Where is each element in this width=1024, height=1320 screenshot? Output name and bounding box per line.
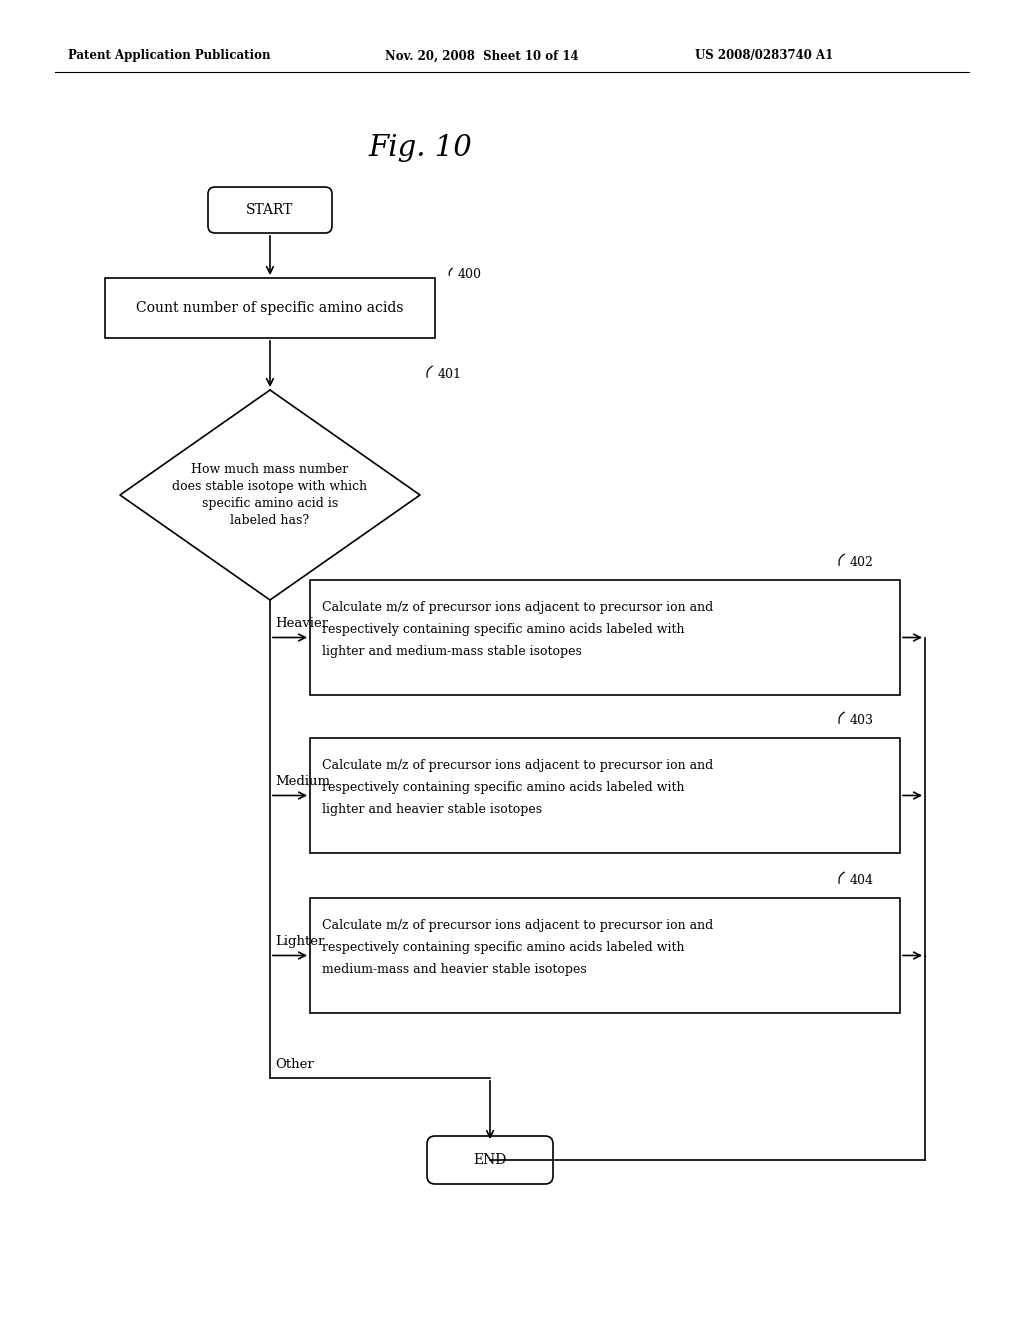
Text: 404: 404 — [850, 874, 874, 887]
Bar — [310, 898, 900, 1012]
Text: respectively containing specific amino acids labeled with: respectively containing specific amino a… — [322, 623, 684, 636]
Text: 401: 401 — [438, 368, 462, 381]
Text: Calculate m/z of precursor ions adjacent to precursor ion and: Calculate m/z of precursor ions adjacent… — [322, 920, 714, 932]
Text: lighter and medium-mass stable isotopes: lighter and medium-mass stable isotopes — [322, 645, 582, 659]
Text: respectively containing specific amino acids labeled with: respectively containing specific amino a… — [322, 781, 684, 795]
Text: Lighter: Lighter — [275, 935, 325, 948]
Text: respectively containing specific amino acids labeled with: respectively containing specific amino a… — [322, 941, 684, 954]
Text: medium-mass and heavier stable isotopes: medium-mass and heavier stable isotopes — [322, 964, 587, 977]
Text: lighter and heavier stable isotopes: lighter and heavier stable isotopes — [322, 804, 542, 817]
Text: 400: 400 — [458, 268, 482, 281]
Text: Fig. 10: Fig. 10 — [368, 135, 472, 162]
Text: 402: 402 — [850, 557, 873, 569]
Text: Heavier: Heavier — [275, 616, 328, 630]
Text: END: END — [473, 1152, 507, 1167]
Text: Other: Other — [275, 1057, 313, 1071]
Text: Calculate m/z of precursor ions adjacent to precursor ion and: Calculate m/z of precursor ions adjacent… — [322, 602, 714, 615]
Text: 403: 403 — [850, 714, 874, 727]
Text: Count number of specific amino acids: Count number of specific amino acids — [136, 301, 403, 315]
Bar — [310, 579, 900, 696]
Text: Nov. 20, 2008  Sheet 10 of 14: Nov. 20, 2008 Sheet 10 of 14 — [385, 49, 579, 62]
Text: Calculate m/z of precursor ions adjacent to precursor ion and: Calculate m/z of precursor ions adjacent… — [322, 759, 714, 772]
Bar — [105, 279, 435, 338]
Text: START: START — [247, 203, 294, 216]
FancyBboxPatch shape — [208, 187, 332, 234]
Bar — [310, 738, 900, 853]
Text: How much mass number
does stable isotope with which
specific amino acid is
label: How much mass number does stable isotope… — [172, 463, 368, 527]
Text: US 2008/0283740 A1: US 2008/0283740 A1 — [695, 49, 834, 62]
FancyBboxPatch shape — [427, 1137, 553, 1184]
Text: Medium: Medium — [275, 775, 330, 788]
Text: Patent Application Publication: Patent Application Publication — [68, 49, 270, 62]
